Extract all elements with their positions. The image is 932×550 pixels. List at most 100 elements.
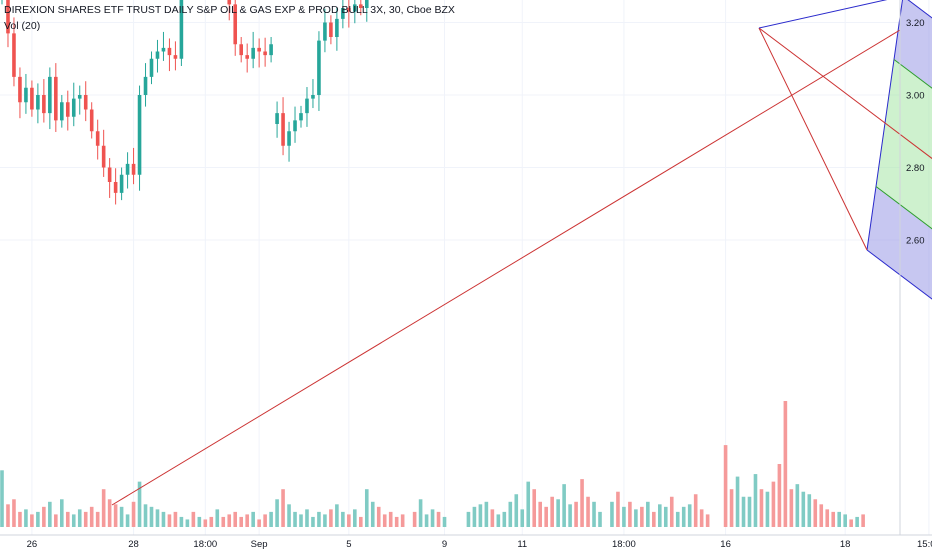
volume-bar — [245, 514, 249, 527]
volume-bar — [382, 514, 387, 527]
volume-bar — [478, 504, 483, 527]
volume-bar — [771, 481, 776, 527]
volume-bar — [861, 514, 865, 527]
candle-body — [263, 51, 267, 56]
candle-body — [125, 163, 130, 175]
volume-bar — [287, 504, 291, 527]
volume-bar — [592, 501, 596, 527]
candle-body — [275, 113, 279, 124]
candle-body — [329, 22, 333, 37]
volume-bar — [317, 511, 321, 527]
volume-bar — [765, 491, 770, 527]
candle-body — [77, 95, 82, 99]
volume-bar — [562, 484, 566, 527]
volume-bar — [113, 504, 118, 527]
candle-body — [161, 47, 166, 52]
volume-bar — [18, 511, 22, 527]
x-tick-label: Sep — [251, 539, 268, 550]
volume-bar — [831, 511, 836, 527]
y-tick-label: 2.80 — [906, 163, 925, 174]
volume-bar — [777, 464, 782, 527]
volume-bar — [795, 484, 800, 527]
candle-body — [113, 182, 118, 193]
x-tick-label: 26 — [27, 539, 38, 550]
candle-body — [299, 113, 303, 121]
pitchfork-band — [885, 59, 932, 159]
candle-body — [30, 87, 34, 110]
volume-bar — [855, 516, 859, 527]
volume-bar — [251, 511, 255, 527]
pitchfork-handle — [758, 0, 888, 29]
candle-body — [305, 98, 309, 114]
volume-bar — [209, 516, 214, 527]
volume-bar — [281, 489, 285, 527]
x-tick-label: 18 — [840, 539, 851, 550]
candle-body — [54, 76, 58, 121]
volume-bar — [71, 514, 76, 527]
candle-body — [42, 95, 46, 114]
x-tick-label: 18:00 — [612, 539, 636, 550]
volume-bar — [622, 506, 626, 527]
volume-bar — [418, 499, 423, 527]
pitchfork-inner-tine — [875, 186, 932, 230]
volume-bar — [95, 511, 100, 527]
volume-bar — [221, 516, 226, 527]
volume-bar — [430, 509, 435, 527]
volume-bar — [634, 509, 638, 527]
candle-body — [71, 98, 76, 117]
candle-body — [155, 51, 160, 59]
volume-bar — [568, 504, 572, 527]
volume-bar — [412, 511, 417, 527]
volume-bar — [490, 509, 495, 527]
volume-bar — [185, 519, 190, 527]
volume-bar — [311, 516, 315, 527]
volume-bar — [299, 514, 303, 527]
candle-body — [245, 55, 249, 59]
x-tick-label: 9 — [442, 539, 447, 550]
candle-body — [83, 95, 88, 110]
volume-bar — [424, 514, 429, 527]
volume-bar — [801, 491, 806, 527]
volume-indicator-label[interactable]: Vol (20) — [4, 20, 41, 32]
volume-bar — [347, 514, 351, 527]
trendline-drawing[interactable] — [0, 0, 901, 506]
volume-bar — [24, 509, 28, 527]
volume-bar — [526, 481, 531, 527]
volume-bar — [699, 509, 704, 527]
pitchfork-handle — [758, 27, 868, 251]
volume-bar — [203, 519, 208, 527]
grid — [0, 0, 930, 535]
volume-bar — [48, 501, 52, 527]
y-tick-label: 3.00 — [906, 91, 925, 102]
volume-bar — [30, 514, 34, 527]
candle-body — [293, 120, 297, 132]
candle-body — [143, 76, 148, 95]
pitchfork-drawing[interactable] — [758, 0, 932, 488]
candle-body — [131, 163, 136, 175]
pitchfork-outer-tine — [866, 249, 932, 300]
volume-bar — [239, 516, 243, 527]
candle-body — [341, 8, 345, 19]
candle-body — [227, 0, 232, 5]
candle-body — [137, 95, 142, 175]
x-tick-label: 18:00 — [193, 539, 217, 550]
volume-bar — [0, 470, 4, 527]
volume-bar — [394, 516, 399, 527]
volume-bar — [789, 489, 794, 527]
volume-bar — [508, 501, 513, 527]
candle-body — [353, 4, 357, 12]
volume-bar — [735, 476, 740, 527]
volume-bar — [83, 511, 88, 527]
candle-body — [311, 95, 315, 99]
volume-bar — [496, 514, 501, 527]
pitchfork-median — [758, 27, 932, 160]
volume-bar — [197, 516, 202, 527]
candle-body — [12, 33, 16, 77]
candle-body — [257, 47, 261, 52]
candle-body — [48, 76, 52, 114]
volume-bar — [42, 506, 46, 527]
volume-bar — [658, 504, 662, 527]
volume-bar — [544, 506, 548, 527]
